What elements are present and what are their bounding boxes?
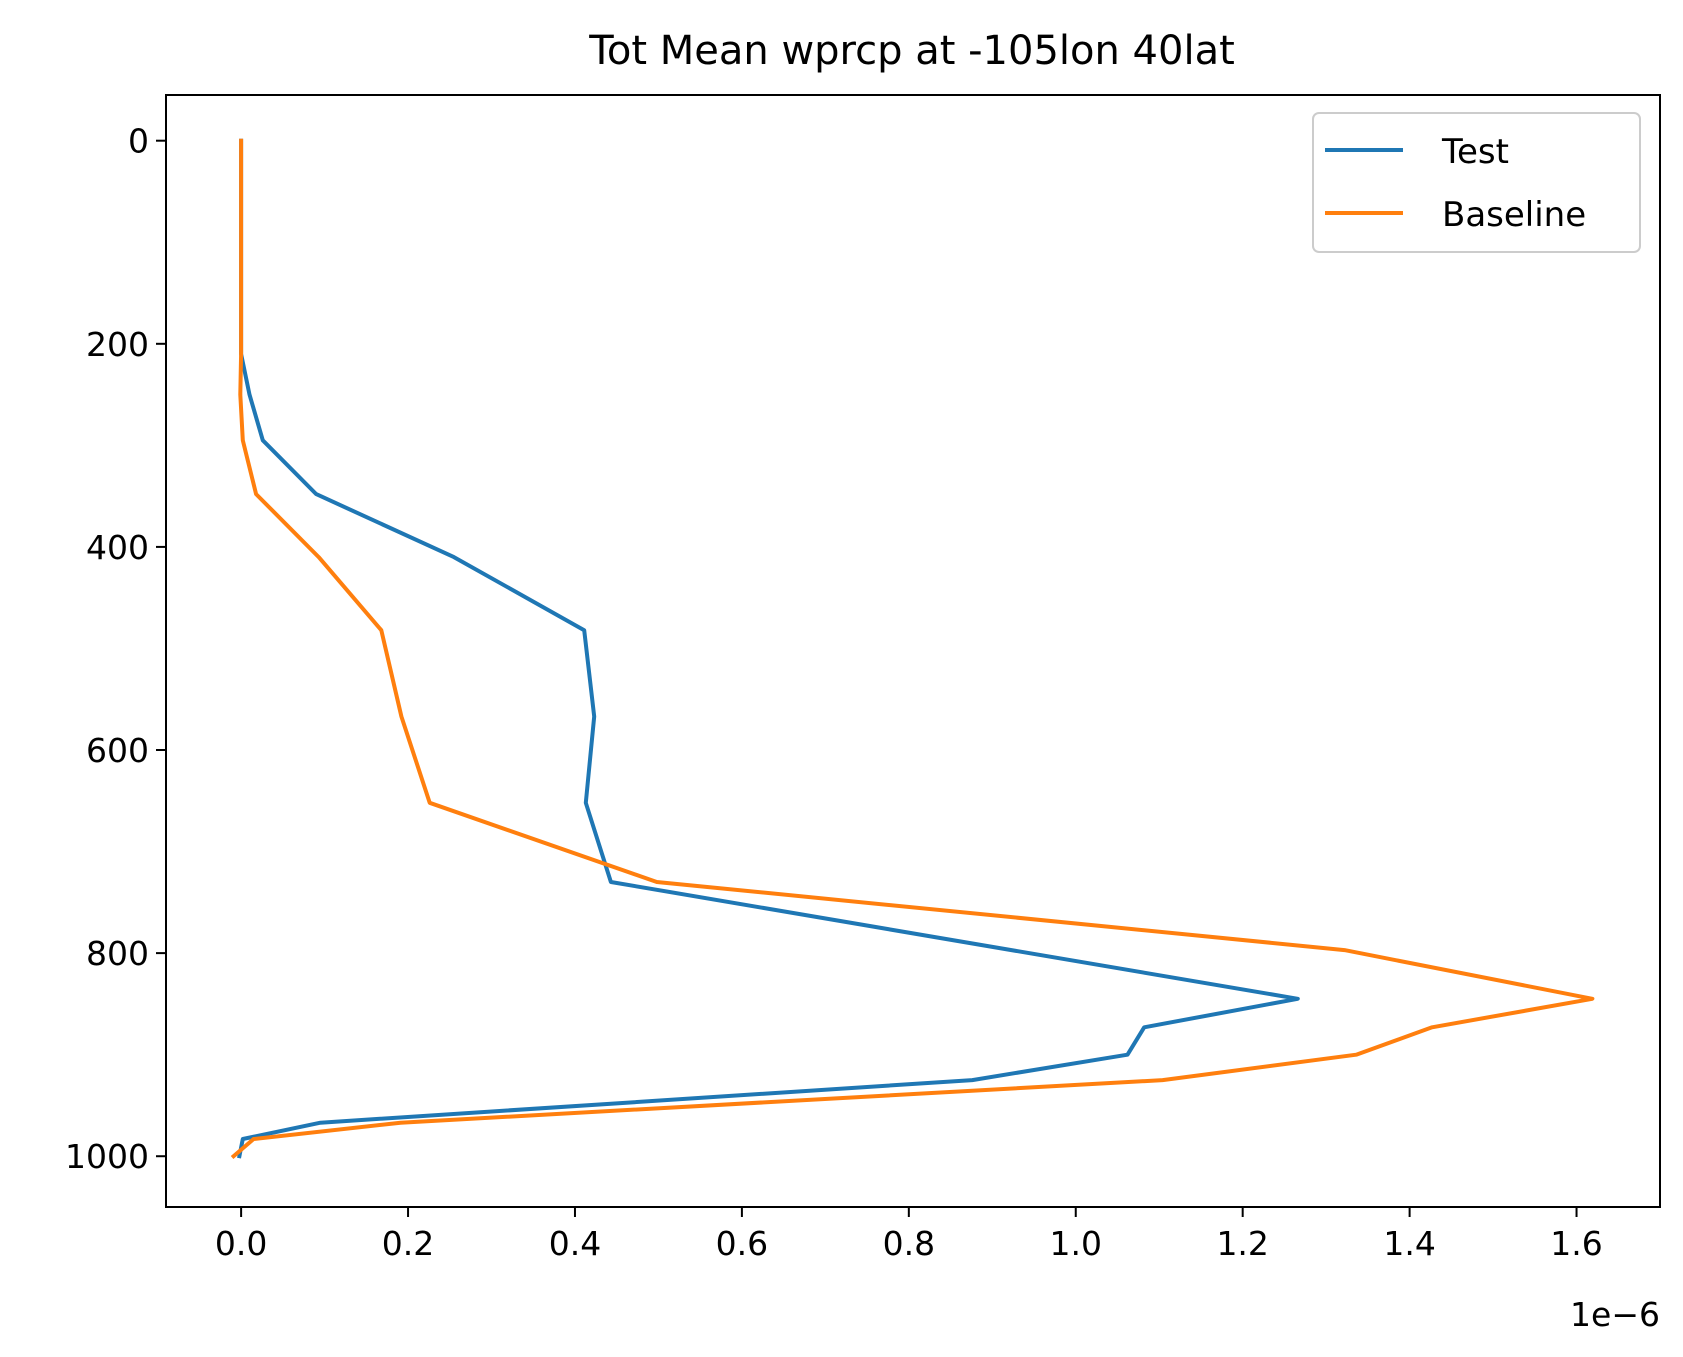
y-axis: 0 200 400 600 800 1000 [65, 122, 166, 1176]
y-tick-label: 800 [86, 934, 149, 973]
y-tick-label: 600 [86, 731, 149, 770]
plot-area-frame [165, 94, 1661, 1208]
x-tick-label: 0.6 [716, 1224, 768, 1263]
y-tick-label: 0 [128, 122, 149, 161]
y-tick-label: 400 [86, 528, 149, 567]
series-layer [230, 138, 1595, 1160]
x-tick-label: 1.0 [1050, 1224, 1102, 1263]
x-tick-label: 0.4 [549, 1224, 601, 1263]
x-axis: 0.0 0.2 0.4 0.6 0.8 1.0 1.2 1.4 1.6 [215, 1207, 1603, 1263]
x-tick-label: 1.4 [1383, 1224, 1435, 1263]
x-tick-label: 0.2 [382, 1224, 434, 1263]
y-tick-label: 1000 [65, 1137, 149, 1176]
y-tick-label: 200 [86, 325, 149, 364]
x-tick-label: 1.2 [1216, 1224, 1268, 1263]
series-line-baseline [230, 138, 1595, 1160]
legend-box [1312, 112, 1641, 253]
x-axis-offset-label: 1e−6 [1570, 1295, 1660, 1334]
chart-title: Tot Mean wprcp at -105lon 40lat [588, 28, 1235, 74]
legend: Test Baseline [1312, 112, 1641, 253]
x-tick-label: 1.6 [1550, 1224, 1602, 1263]
legend-label-baseline: Baseline [1442, 195, 1586, 235]
x-tick-label: 0.0 [215, 1224, 267, 1263]
legend-label-test: Test [1441, 132, 1509, 172]
x-tick-label: 0.8 [883, 1224, 935, 1263]
